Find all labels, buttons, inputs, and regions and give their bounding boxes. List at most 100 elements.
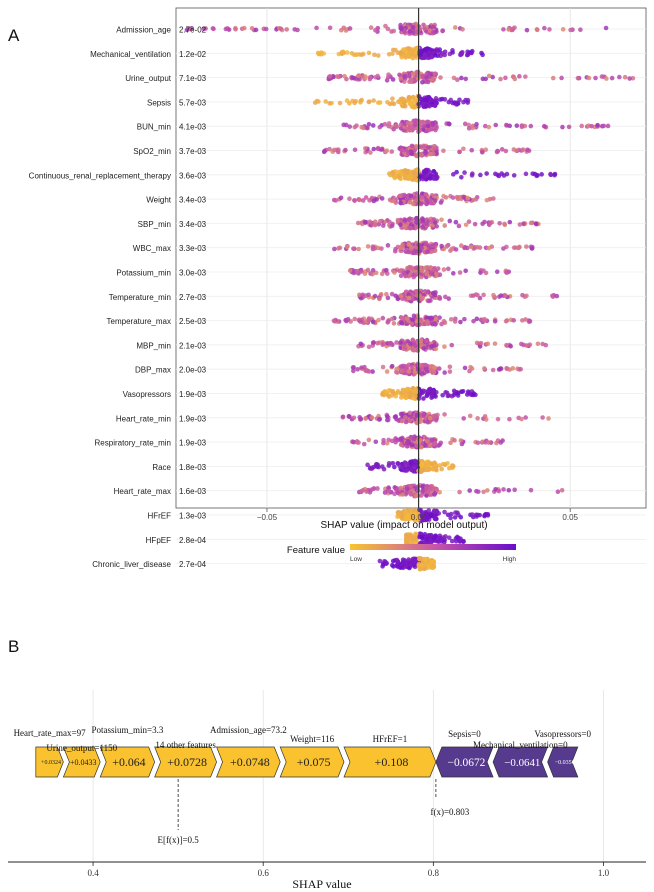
shap-point <box>494 269 500 274</box>
shap-point <box>511 245 517 250</box>
shap-point <box>443 294 448 300</box>
shap-point <box>370 271 375 277</box>
shap-point <box>423 150 429 156</box>
shap-point <box>400 242 405 247</box>
panel-a-x-ticks: −0.05 0.00 0.05 <box>257 508 579 522</box>
shap-point <box>408 490 413 496</box>
shap-point <box>332 246 337 252</box>
shap-point <box>528 220 534 226</box>
shap-point <box>413 216 419 221</box>
shap-point <box>379 196 385 201</box>
shap-point <box>344 76 349 82</box>
feature-importance: 1.6e-03 <box>179 487 207 496</box>
shap-point <box>432 465 438 471</box>
shap-point <box>450 195 456 200</box>
shap-point <box>372 52 377 58</box>
shap-point <box>474 514 479 519</box>
shap-point <box>421 346 426 351</box>
shap-point <box>474 340 480 346</box>
shap-point <box>401 270 407 276</box>
shap-point <box>496 173 502 179</box>
shap-point <box>523 74 528 79</box>
shap-point <box>375 73 380 79</box>
shap-point <box>422 566 428 571</box>
shap-point <box>449 246 455 252</box>
shap-point <box>403 509 408 515</box>
shap-point <box>440 392 445 398</box>
shap-point <box>609 75 615 81</box>
shap-point <box>410 561 415 566</box>
force-arrow-value: +0.0748 <box>230 755 270 769</box>
shap-point <box>446 296 452 301</box>
shap-point <box>446 121 452 126</box>
shap-point <box>370 268 376 273</box>
shap-point <box>468 244 474 250</box>
shap-point <box>604 76 609 81</box>
shap-point <box>428 151 433 157</box>
shap-point <box>389 316 395 322</box>
shap-point <box>370 319 376 325</box>
shap-point <box>411 313 417 319</box>
b-x-tick-label: 0.6 <box>258 868 270 878</box>
shap-point <box>357 319 363 324</box>
shap-point <box>579 123 585 129</box>
shap-point <box>445 266 451 272</box>
shap-point <box>432 509 438 514</box>
shap-point <box>355 366 360 372</box>
shap-point <box>414 143 419 149</box>
shap-point <box>359 269 364 274</box>
force-arrow-value: −0.0356 <box>555 760 575 766</box>
shap-point <box>376 317 381 323</box>
shap-point <box>424 560 429 566</box>
force-arrow-value: +0.0324 <box>41 760 61 766</box>
force-arrow-positive <box>154 746 217 778</box>
shap-point <box>541 123 547 129</box>
shap-point <box>589 123 594 129</box>
shap-point <box>432 103 438 109</box>
shap-point <box>548 171 553 177</box>
shap-point <box>368 25 374 30</box>
shap-point <box>466 126 472 131</box>
shap-point <box>333 198 339 203</box>
shap-point <box>241 25 247 31</box>
shap-point <box>442 223 448 228</box>
shap-point <box>347 124 353 129</box>
shap-point <box>550 294 556 299</box>
shap-point <box>550 75 556 81</box>
force-arrow-value: +0.075 <box>297 755 331 769</box>
shap-point <box>391 198 397 204</box>
shap-point <box>408 465 414 471</box>
shap-point <box>375 486 380 491</box>
shap-point <box>405 174 411 180</box>
feature-name: BUN_min <box>137 123 171 132</box>
shap-point <box>395 461 400 466</box>
feature-importance: 1.2e-02 <box>179 50 207 59</box>
shap-point <box>381 561 386 567</box>
shap-point <box>455 510 460 515</box>
feature-importance: 2.5e-03 <box>179 317 207 326</box>
shap-point <box>474 121 479 127</box>
shap-point <box>507 219 513 225</box>
shap-point <box>434 176 439 181</box>
shap-point <box>450 50 455 55</box>
shap-point <box>432 491 438 496</box>
shap-point <box>389 29 394 34</box>
shap-point <box>404 468 410 473</box>
shap-point <box>429 97 434 103</box>
shap-point <box>364 368 369 373</box>
shap-point <box>362 220 368 225</box>
shap-point <box>425 55 431 61</box>
shap-point <box>406 557 412 562</box>
shap-point <box>527 319 533 324</box>
shap-point <box>501 487 506 492</box>
shap-point <box>338 195 344 201</box>
shap-point <box>462 245 467 251</box>
shap-point <box>404 486 410 491</box>
shap-point <box>528 123 534 129</box>
shap-point <box>432 292 438 298</box>
shap-point <box>432 242 437 247</box>
shap-point <box>495 416 501 422</box>
shap-point <box>366 437 372 443</box>
force-feature-label: Admission_age=73.2 <box>210 725 287 735</box>
feature-name: Sepsis <box>147 98 171 107</box>
